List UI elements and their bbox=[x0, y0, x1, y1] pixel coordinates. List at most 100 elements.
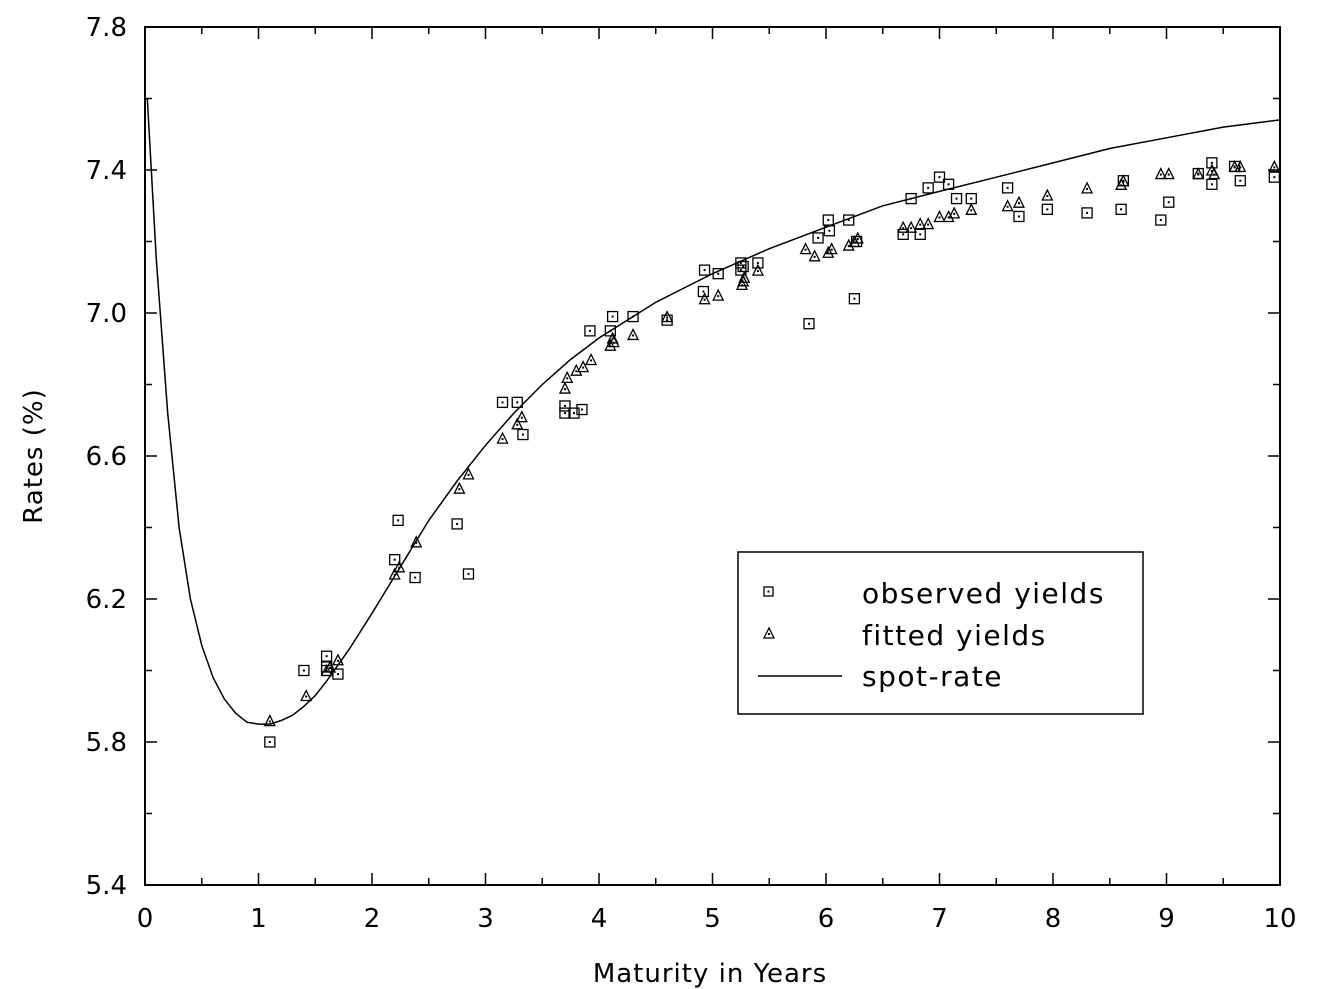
observed-yield-point bbox=[1234, 175, 1246, 187]
observed-yield-point bbox=[606, 310, 619, 323]
fitted-yield-point bbox=[558, 381, 572, 394]
y-tick-label: 7.4 bbox=[86, 156, 127, 186]
observed-yield-point bbox=[1163, 196, 1175, 208]
observed-yield-point bbox=[576, 403, 588, 416]
fitted-yield-point bbox=[300, 689, 313, 702]
fitted-yield-point bbox=[738, 270, 751, 283]
observed-yield-point bbox=[1115, 203, 1127, 215]
fitted-yield-point bbox=[698, 292, 711, 305]
observed-yield-point bbox=[264, 736, 276, 748]
fitted-yield-point bbox=[511, 417, 524, 430]
observed-yield-point bbox=[1001, 182, 1014, 194]
x-tick-label: 10 bbox=[1263, 904, 1296, 934]
spot-rate-series bbox=[146, 98, 1281, 725]
observed-yield-point bbox=[559, 400, 571, 412]
observed-yield-point bbox=[965, 192, 977, 205]
observed-yield-point bbox=[823, 225, 836, 237]
observed-yield-point bbox=[320, 650, 333, 662]
fitted-yield-point bbox=[914, 217, 927, 230]
observed-yield-point bbox=[584, 325, 596, 337]
fitted-yield-point bbox=[1162, 167, 1175, 180]
fitted-yield-point bbox=[561, 370, 574, 384]
legend-fitted-label: fitted yields bbox=[862, 619, 1047, 652]
y-tick-label: 6.2 bbox=[86, 585, 127, 615]
observed-yield-point bbox=[332, 668, 344, 680]
observed-yield-point bbox=[389, 554, 401, 566]
fitted-yield-point bbox=[323, 660, 337, 673]
fitted-yield-point bbox=[1080, 181, 1094, 194]
observed-yield-point bbox=[933, 171, 946, 183]
observed-yield-point bbox=[752, 257, 764, 269]
fitted-yield-point bbox=[948, 206, 961, 219]
legend-observed-marker bbox=[763, 586, 774, 597]
fitted-yield-point bbox=[712, 288, 725, 301]
y-tick-label: 5.4 bbox=[86, 871, 127, 901]
fitted-yield-point bbox=[799, 242, 812, 255]
fitted-yield-point bbox=[965, 202, 978, 215]
legend-box bbox=[737, 551, 1144, 715]
observed-yield-point bbox=[559, 407, 571, 419]
y-tick-label: 6.6 bbox=[86, 442, 127, 472]
observed-yield-point bbox=[803, 318, 815, 330]
observed-yield-point bbox=[298, 664, 310, 677]
fitted-yield-point bbox=[808, 249, 821, 262]
fitted-yield-point bbox=[1208, 167, 1221, 180]
observed-yield-point bbox=[905, 192, 917, 205]
fitted-yield-point bbox=[1192, 167, 1205, 180]
fitted-yield-point bbox=[751, 263, 764, 276]
legend-observed-label: observed yields bbox=[862, 577, 1105, 610]
observed-yield-point bbox=[843, 214, 855, 226]
fitted-yield-point bbox=[577, 360, 590, 373]
observed-yield-point bbox=[1013, 210, 1025, 223]
fitted-yield-point bbox=[1012, 195, 1026, 208]
fitted-yield-point bbox=[1001, 199, 1014, 212]
fitted-yield-point bbox=[1268, 159, 1281, 173]
legend-spot-label: spot-rate bbox=[862, 660, 1003, 693]
fitted-yield-point bbox=[607, 335, 620, 348]
observed-yield-point bbox=[897, 228, 909, 241]
legend-fitted-marker bbox=[762, 626, 776, 639]
fitted-yield-point bbox=[331, 653, 345, 666]
x-tick-label: 3 bbox=[477, 904, 494, 934]
fitted-yield-point bbox=[851, 231, 864, 244]
x-tick-label: 9 bbox=[1158, 904, 1175, 934]
x-tick-label: 1 bbox=[250, 904, 267, 934]
observed-yield-point bbox=[735, 257, 747, 269]
observed-yield-point bbox=[712, 268, 724, 280]
fitted-yield-point bbox=[933, 210, 946, 223]
fitted-yield-point bbox=[515, 410, 528, 423]
fitted-yield-point bbox=[1154, 167, 1167, 180]
x-tick-label: 5 bbox=[704, 904, 721, 934]
observed-yield-point bbox=[568, 407, 580, 419]
observed-yield-point bbox=[848, 293, 861, 305]
fitted-yield-point bbox=[897, 220, 910, 233]
observed-yield-point bbox=[1155, 214, 1167, 226]
y-tick-label: 7.8 bbox=[86, 13, 127, 43]
fitted-yield-point bbox=[570, 363, 583, 376]
fitted-yield-point bbox=[626, 327, 640, 341]
observed-yield-point bbox=[698, 264, 711, 276]
observed-yield-point bbox=[1041, 203, 1053, 215]
observed-yield-point bbox=[451, 518, 463, 530]
observed-yield-point bbox=[604, 325, 616, 337]
observed-yield-point bbox=[392, 514, 404, 526]
fitted-yield-point bbox=[496, 431, 509, 444]
observed-yield-point bbox=[942, 178, 955, 190]
y-tick-label: 7.0 bbox=[86, 299, 127, 329]
observed-yield-point bbox=[1206, 178, 1218, 190]
observed-yield-point bbox=[737, 260, 749, 273]
fitted-yield-point bbox=[585, 353, 598, 366]
axis-ticks bbox=[144, 26, 1281, 886]
y-axis-title: Rates (%) bbox=[19, 388, 49, 523]
x-tick-label: 6 bbox=[818, 904, 835, 934]
fitted-yield-point bbox=[393, 560, 406, 573]
x-axis-title: Maturity in Years bbox=[593, 959, 827, 989]
x-tick-label: 8 bbox=[1045, 904, 1062, 934]
observed-yield-point bbox=[812, 232, 824, 244]
fitted-yield-point bbox=[905, 220, 918, 233]
observed-yield-point bbox=[922, 182, 934, 194]
fitted-yield-point bbox=[842, 238, 855, 251]
fitted-yield-point bbox=[825, 242, 838, 255]
fitted-yield-point bbox=[410, 535, 423, 548]
x-tick-label: 4 bbox=[591, 904, 608, 934]
